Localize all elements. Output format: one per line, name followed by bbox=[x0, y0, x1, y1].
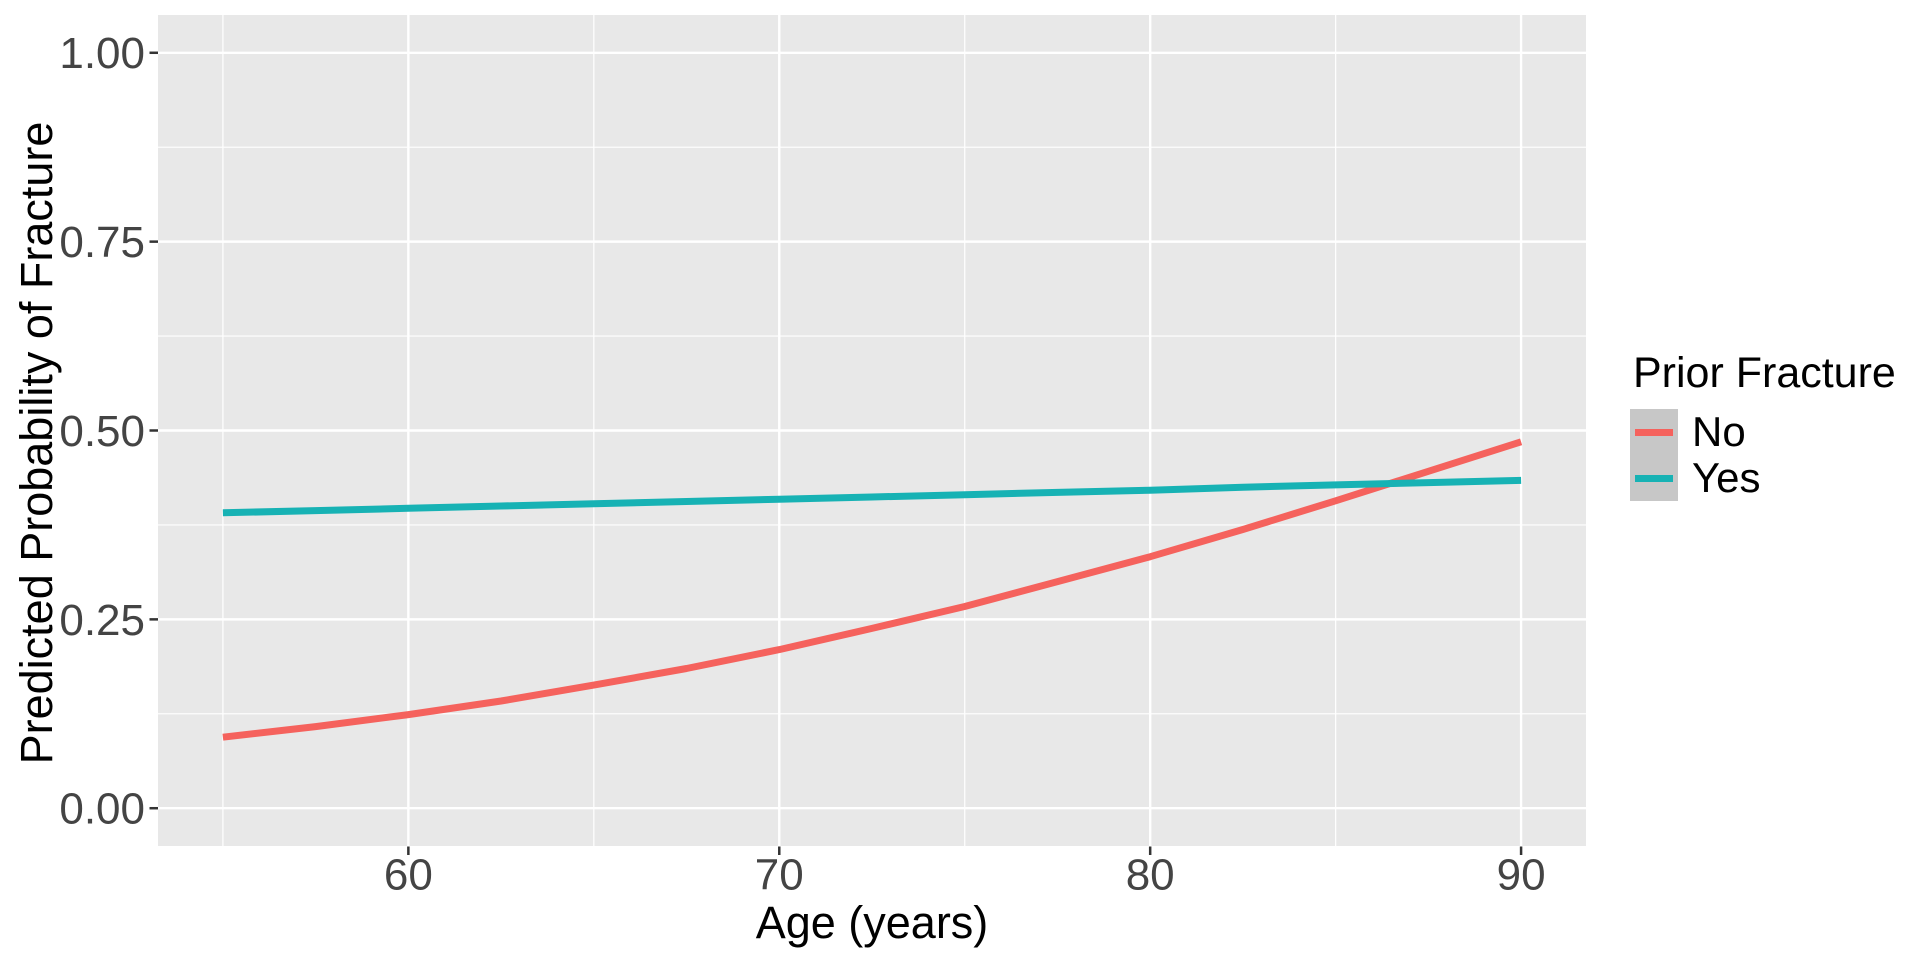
legend-item-no: No bbox=[1630, 408, 1896, 456]
x-axis-tick-labels: 60 70 80 90 bbox=[384, 850, 1546, 899]
legend-label: No bbox=[1692, 408, 1746, 456]
y-tick-label: 0.75 bbox=[59, 218, 145, 267]
legend-label: Yes bbox=[1692, 454, 1761, 502]
series-line-yes bbox=[222, 476, 1522, 517]
x-tick-label: 90 bbox=[1497, 850, 1546, 899]
legend-key-yes bbox=[1630, 455, 1678, 502]
y-axis-tick-labels: 0.00 0.25 0.50 0.75 1.00 bbox=[59, 29, 145, 833]
y-tick-label: 0.50 bbox=[59, 407, 145, 456]
x-axis-title: Age (years) bbox=[756, 897, 989, 948]
y-tick-label: 0.25 bbox=[59, 596, 145, 645]
legend-items: No Yes bbox=[1630, 408, 1896, 502]
x-tick-label: 70 bbox=[755, 850, 804, 899]
axis-tick-marks bbox=[149, 51, 1523, 855]
y-tick-label: 1.00 bbox=[59, 29, 145, 78]
series-lines bbox=[222, 438, 1523, 741]
y-tick-label: 0.00 bbox=[59, 785, 145, 834]
major-gridlines bbox=[158, 15, 1586, 846]
legend-title: Prior Fracture bbox=[1633, 349, 1896, 397]
x-tick-label: 80 bbox=[1126, 850, 1175, 899]
legend-key-no bbox=[1630, 409, 1678, 456]
x-tick-label: 60 bbox=[384, 850, 433, 899]
legend-key-line-icon bbox=[1635, 474, 1673, 482]
series-line-no bbox=[222, 438, 1523, 741]
legend-item-yes: Yes bbox=[1630, 454, 1896, 502]
legend-key-line-icon bbox=[1635, 428, 1673, 436]
y-axis-title: Predicted Probability of Fracture bbox=[11, 122, 62, 765]
legend: Prior Fracture No Yes bbox=[1630, 349, 1896, 502]
